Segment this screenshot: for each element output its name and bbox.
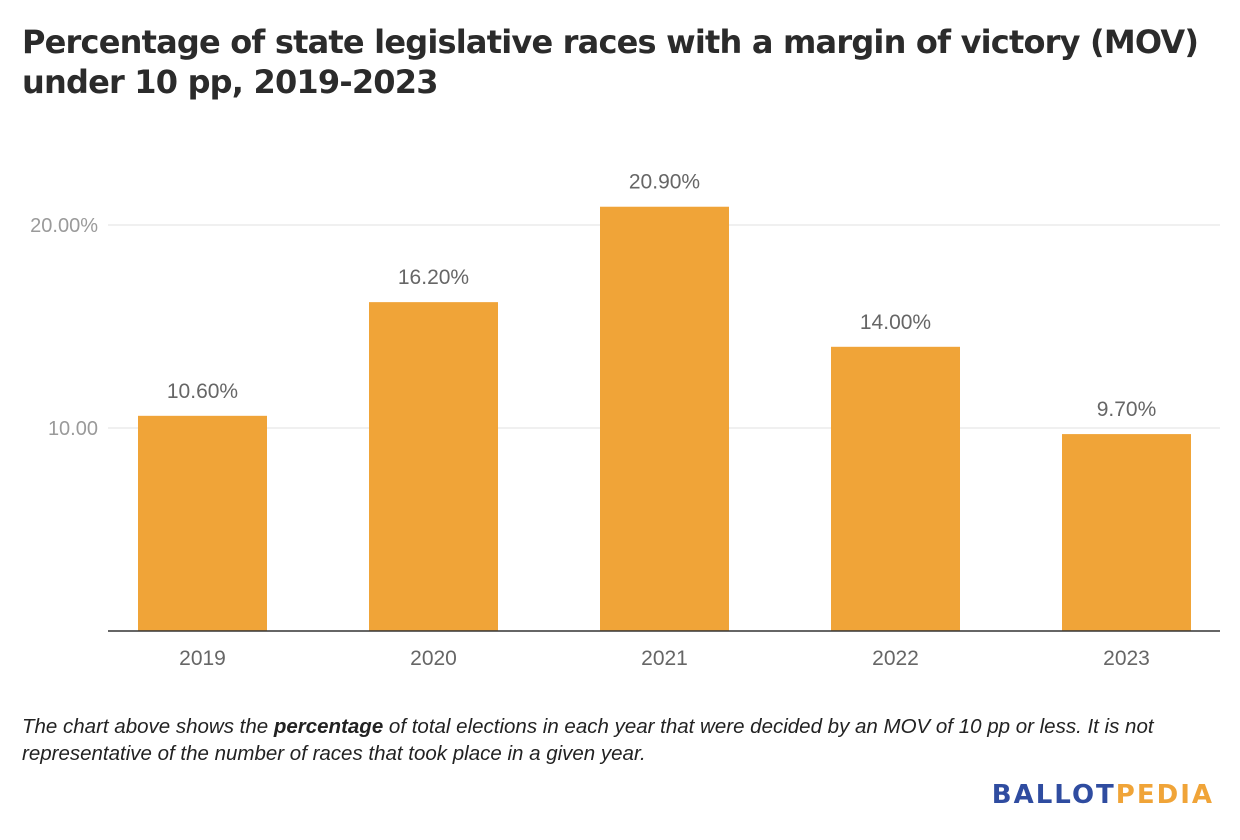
- bars: [138, 206, 1191, 632]
- x-tick-label: 2019: [179, 647, 226, 670]
- footnote-emphasis: percentage: [273, 715, 384, 738]
- data-label: 9.70%: [1097, 398, 1157, 421]
- bar: [831, 346, 960, 631]
- footnote-text-1: The chart above shows the: [22, 715, 274, 738]
- logo-part-ballot: BALLOT: [991, 780, 1116, 810]
- footnote-text-2: of total elections in each year that wer…: [22, 715, 1154, 765]
- x-tick-label: 2021: [641, 647, 688, 670]
- y-tick-label: 20.00%: [30, 215, 98, 237]
- labels: 10.00 20.00% 10.60% 2019 16.20% 2020 20.90% 202…: [30, 171, 1156, 670]
- bar: [600, 206, 729, 632]
- chart-title: Percentage of state legislative races wi…: [22, 23, 1199, 101]
- data-label: 14.00%: [860, 311, 931, 334]
- bar: [138, 415, 267, 631]
- bar-chart: 10.00 20.00% 10.60% 2019 16.20% 2020 20.90% 202…: [30, 171, 1220, 670]
- data-label: 20.90%: [629, 171, 700, 194]
- data-label: 10.60%: [167, 380, 238, 403]
- bar: [1062, 434, 1191, 631]
- ballotpedia-logo: BALLOTPEDIA: [992, 780, 1214, 810]
- y-tick-label: 10.00: [48, 418, 98, 440]
- data-label: 16.20%: [398, 266, 469, 289]
- logo-part-pedia: PEDIA: [1115, 780, 1214, 810]
- x-tick-label: 2022: [872, 647, 919, 670]
- x-tick-label: 2020: [410, 647, 457, 670]
- bar: [369, 302, 498, 631]
- chart-footnote: The chart above shows the percentage of …: [22, 713, 1212, 767]
- x-tick-label: 2023: [1103, 647, 1150, 670]
